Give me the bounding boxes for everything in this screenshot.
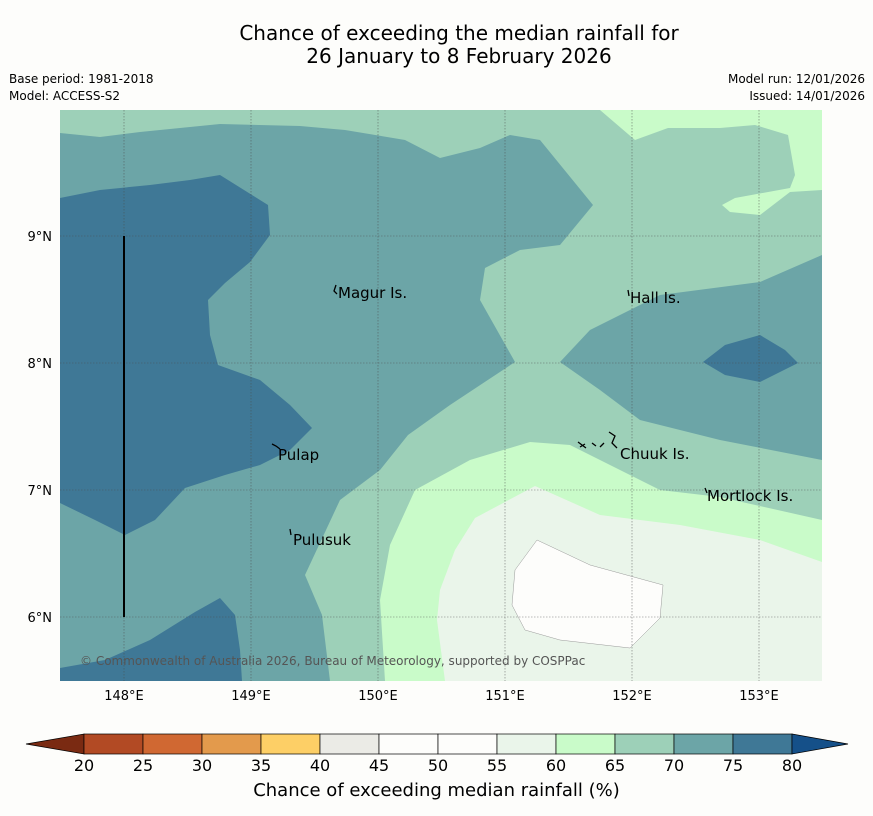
hall-island-icon [627, 289, 630, 297]
colorbar-tick: 75 [723, 756, 743, 775]
colorbar-tick: 80 [782, 756, 802, 775]
colorbar-tick: 70 [664, 756, 684, 775]
model-name: Model: ACCESS-S2 [9, 89, 121, 103]
lat-tick: 6°N [28, 611, 53, 626]
colorbar: 20 25 30 35 40 45 50 55 60 65 70 75 80 [25, 733, 849, 775]
colorbar-swatch [437, 733, 498, 755]
meta-left: Base period: 1981-2018 Model: ACCESS-S2 [9, 71, 154, 105]
lon-tick: 148°E [104, 689, 144, 704]
title-line-2: 26 January to 8 February 2026 [306, 44, 612, 68]
chart-title: Chance of exceeding the median rainfall … [0, 22, 873, 68]
colorbar-swatch [319, 733, 380, 755]
colorbar-label: Chance of exceeding median rainfall (%) [253, 780, 620, 801]
label-chuuk: Chuuk Is. [620, 445, 689, 463]
colorbar-swatch [142, 733, 203, 755]
lat-tick: 8°N [28, 357, 53, 372]
colorbar-tick: 20 [74, 756, 94, 775]
colorbar-tick: 35 [251, 756, 271, 775]
label-mortlock: Mortlock Is. [707, 487, 793, 505]
label-magur: Magur Is. [338, 284, 407, 302]
label-pulap: Pulap [278, 446, 319, 464]
lon-tick: 150°E [358, 689, 398, 704]
colorbar-swatch [83, 733, 144, 755]
lon-tick: 153°E [739, 689, 779, 704]
title-line-1: Chance of exceeding the median rainfall … [239, 21, 679, 45]
meta-right: Model run: 12/01/2026 Issued: 14/01/2026 [728, 71, 865, 105]
lon-tick: 151°E [485, 689, 525, 704]
band-45-55 [511, 539, 664, 649]
lat-tick: 9°N [28, 230, 53, 245]
label-hall: Hall Is. [630, 289, 681, 307]
colorbar-tick: 30 [192, 756, 212, 775]
band-75-80-south [60, 598, 242, 681]
copyright-text: © Commonwealth of Australia 2026, Bureau… [80, 654, 585, 668]
colorbar-swatch [496, 733, 557, 755]
colorbar-swatch [260, 733, 321, 755]
colorbar-extend-high [791, 733, 849, 755]
colorbar-tick: 25 [133, 756, 153, 775]
colorbar-swatch [555, 733, 616, 755]
label-pulusuk: Pulusuk [293, 531, 351, 549]
colorbar-tick: 65 [605, 756, 625, 775]
band-60-65-north [600, 110, 822, 215]
lat-ticks: 9°N 8°N 7°N 6°N [28, 230, 53, 626]
band-75-80-east [703, 335, 798, 382]
lon-tick: 149°E [231, 689, 271, 704]
mortlock-island-icon [704, 487, 708, 494]
issued-date: Issued: 14/01/2026 [749, 89, 865, 103]
colorbar-swatch [732, 733, 793, 755]
model-run: Model run: 12/01/2026 [727, 72, 865, 86]
colorbar-extend-low [25, 733, 85, 755]
colorbar-swatch [673, 733, 734, 755]
colorbar-tick: 45 [369, 756, 389, 775]
colorbar-tick: 40 [310, 756, 330, 775]
colorbar-tick: 55 [487, 756, 507, 775]
magur-island-icon [333, 284, 338, 295]
chuuk-island-icon [577, 431, 618, 449]
colorbar-tick: 50 [428, 756, 448, 775]
colorbar-swatch [378, 733, 439, 755]
island-marks [271, 284, 708, 536]
colorbar-swatch [614, 733, 675, 755]
lon-tick: 152°E [612, 689, 652, 704]
base-period: Base period: 1981-2018 [9, 72, 154, 86]
lon-ticks: 148°E 149°E 150°E 151°E 152°E 153°E [104, 689, 779, 704]
pulusuk-island-icon [289, 528, 292, 536]
pulap-island-icon [271, 443, 281, 450]
colorbar-tick: 60 [546, 756, 566, 775]
map-area[interactable]: Magur Is. Hall Is. Pulap Chuuk Is. Mortl… [60, 110, 822, 681]
colorbar-swatch [201, 733, 262, 755]
lat-tick: 7°N [28, 484, 53, 499]
